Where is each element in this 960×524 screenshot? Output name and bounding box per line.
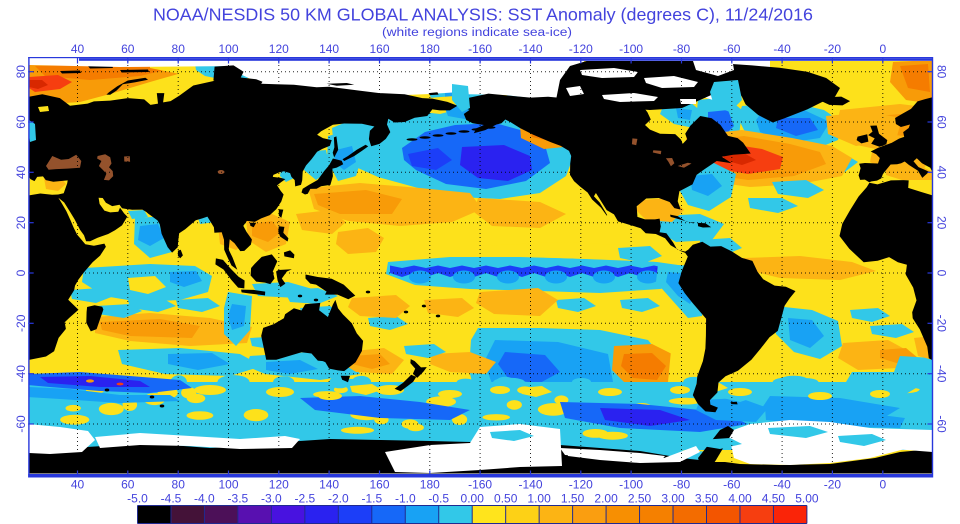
svg-text:-100: -100 xyxy=(619,478,643,492)
svg-text:-120: -120 xyxy=(569,478,593,492)
svg-text:60: 60 xyxy=(121,42,135,56)
svg-text:-140: -140 xyxy=(518,478,542,492)
svg-text:-1.5: -1.5 xyxy=(361,492,382,506)
svg-text:-40: -40 xyxy=(14,365,28,383)
svg-text:NOAA/NESDIS 50 KM GLOBAL ANALY: NOAA/NESDIS 50 KM GLOBAL ANALYSIS: SST A… xyxy=(153,5,813,25)
svg-text:180: 180 xyxy=(420,478,440,492)
svg-text:140: 140 xyxy=(319,42,339,56)
svg-text:0: 0 xyxy=(879,478,886,492)
svg-text:80: 80 xyxy=(935,65,949,79)
svg-text:-100: -100 xyxy=(619,42,643,56)
svg-text:140: 140 xyxy=(319,478,339,492)
svg-text:100: 100 xyxy=(218,42,238,56)
svg-text:-140: -140 xyxy=(518,42,542,56)
svg-text:0: 0 xyxy=(935,270,949,277)
svg-text:160: 160 xyxy=(369,42,389,56)
svg-text:-20: -20 xyxy=(824,42,842,56)
svg-text:2.50: 2.50 xyxy=(628,492,652,506)
svg-text:-60: -60 xyxy=(723,42,741,56)
svg-text:60: 60 xyxy=(121,478,135,492)
svg-text:0: 0 xyxy=(879,42,886,56)
svg-text:-60: -60 xyxy=(723,478,741,492)
svg-text:(white regions indicate sea-ic: (white regions indicate sea-ice) xyxy=(382,27,572,39)
svg-text:-2.5: -2.5 xyxy=(295,492,316,506)
svg-text:-120: -120 xyxy=(569,42,593,56)
svg-text:40: 40 xyxy=(71,42,85,56)
svg-text:80: 80 xyxy=(14,65,28,79)
svg-text:20: 20 xyxy=(14,216,28,230)
svg-text:40: 40 xyxy=(935,166,949,180)
svg-text:180: 180 xyxy=(420,42,440,56)
svg-text:1.00: 1.00 xyxy=(527,492,551,506)
svg-text:-4.5: -4.5 xyxy=(161,492,182,506)
svg-text:-160: -160 xyxy=(468,42,492,56)
svg-text:-80: -80 xyxy=(673,42,691,56)
svg-text:2.00: 2.00 xyxy=(594,492,618,506)
svg-text:160: 160 xyxy=(369,478,389,492)
svg-text:4.00: 4.00 xyxy=(728,492,752,506)
svg-text:-3.5: -3.5 xyxy=(228,492,249,506)
svg-text:-4.0: -4.0 xyxy=(194,492,215,506)
svg-text:4.50: 4.50 xyxy=(762,492,786,506)
svg-text:40: 40 xyxy=(71,478,85,492)
svg-text:-80: -80 xyxy=(673,478,691,492)
svg-text:-20: -20 xyxy=(14,314,28,332)
svg-text:60: 60 xyxy=(935,115,949,129)
svg-text:0: 0 xyxy=(14,269,28,276)
svg-text:-160: -160 xyxy=(468,478,492,492)
svg-text:100: 100 xyxy=(218,478,238,492)
svg-text:-40: -40 xyxy=(773,42,791,56)
svg-text:-2.0: -2.0 xyxy=(328,492,349,506)
svg-text:3.00: 3.00 xyxy=(661,492,685,506)
svg-text:3.50: 3.50 xyxy=(695,492,719,506)
svg-text:1.50: 1.50 xyxy=(561,492,585,506)
svg-text:120: 120 xyxy=(269,42,289,56)
svg-text:0.50: 0.50 xyxy=(494,492,518,506)
svg-text:-1.0: -1.0 xyxy=(395,492,416,506)
svg-text:-0.5: -0.5 xyxy=(428,492,449,506)
svg-text:-3.0: -3.0 xyxy=(261,492,282,506)
svg-text:-60: -60 xyxy=(14,415,28,433)
svg-text:0.00: 0.00 xyxy=(461,492,485,506)
svg-text:20: 20 xyxy=(935,216,949,230)
svg-text:40: 40 xyxy=(14,165,28,179)
svg-text:-40: -40 xyxy=(935,365,949,383)
svg-text:60: 60 xyxy=(14,115,28,129)
svg-text:-20: -20 xyxy=(935,315,949,333)
svg-text:-40: -40 xyxy=(773,478,791,492)
svg-text:-5.0: -5.0 xyxy=(127,492,148,506)
svg-text:-60: -60 xyxy=(935,415,949,433)
svg-text:120: 120 xyxy=(269,478,289,492)
svg-text:-20: -20 xyxy=(824,478,842,492)
svg-text:5.00: 5.00 xyxy=(795,492,819,506)
svg-text:80: 80 xyxy=(172,478,186,492)
svg-text:80: 80 xyxy=(172,42,186,56)
